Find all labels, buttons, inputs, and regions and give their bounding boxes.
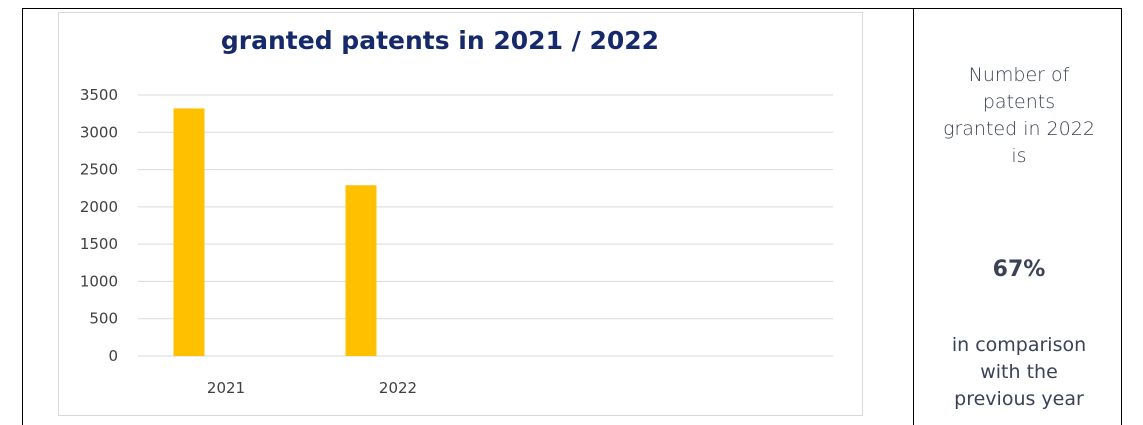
table-border-right (1121, 8, 1122, 425)
y-tick-label: 1500 (80, 235, 118, 253)
y-tick-label: 3000 (80, 123, 118, 141)
percent-value: 67% (992, 257, 1046, 282)
side-line-6: with the (980, 361, 1058, 383)
y-tick-label: 0 (108, 347, 118, 365)
table-frame (22, 8, 1143, 425)
x-tick-label: 2021 (207, 379, 245, 397)
table-border-top (22, 8, 1121, 9)
y-tick-label: 1000 (80, 272, 118, 290)
side-line-1: Number of (968, 64, 1070, 86)
side-line-3: granted in 2022 (943, 118, 1095, 140)
bar-2021 (173, 108, 205, 357)
side-line-7: previous year (954, 388, 1084, 410)
chart-title: granted patents in 2021 / 2022 (220, 26, 660, 55)
table-border-middle (913, 8, 914, 425)
side-description-top: Number of patents granted in 2022 is (915, 62, 1123, 170)
side-line-5: in comparison (951, 334, 1087, 356)
y-tick-label: 3500 (80, 86, 118, 104)
side-line-4: is (1011, 145, 1027, 167)
x-tick-label: 2022 (379, 379, 417, 397)
table-border-left (22, 8, 23, 425)
y-tick-label: 2500 (80, 161, 118, 179)
y-tick-label: 2000 (80, 198, 118, 216)
y-tick-label: 500 (89, 310, 118, 328)
side-line-2: patents (982, 91, 1056, 113)
bar-2022 (345, 185, 377, 356)
side-description-bottom: in comparison with the previous year (915, 332, 1123, 413)
